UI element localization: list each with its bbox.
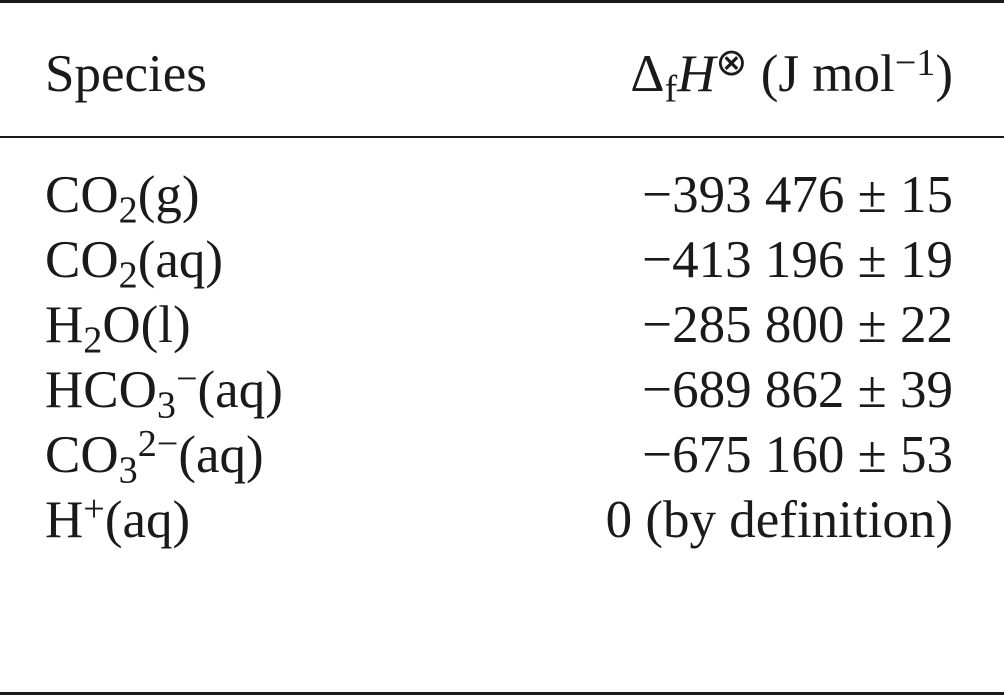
formula-charge: + bbox=[83, 487, 105, 530]
table-row: CO2(aq) −413 196 ± 19 bbox=[45, 228, 953, 295]
table-header: Species ΔfH⊗ (J mol−1) bbox=[45, 41, 953, 109]
enthalpy-value: −285 800 ± 22 bbox=[642, 296, 953, 354]
unit-exponent: −1 bbox=[894, 41, 936, 84]
enthalpy-value: 0 (by definition) bbox=[605, 491, 953, 549]
enthalpy-value: −675 160 ± 53 bbox=[642, 426, 953, 484]
formula-charge: 2− bbox=[137, 422, 179, 465]
species-cell: CO2(aq) bbox=[45, 228, 224, 295]
formula-base: CO bbox=[45, 426, 119, 484]
formula-base: HCO bbox=[45, 361, 157, 419]
formula-base: CO bbox=[45, 166, 119, 224]
species-cell: H2O(l) bbox=[45, 293, 191, 360]
unit-text: (J mol bbox=[760, 45, 895, 103]
species-cell: HCO3−(aq) bbox=[45, 357, 283, 425]
enthalpy-symbol: H bbox=[677, 45, 716, 103]
enthalpy-value: −413 196 ± 19 bbox=[642, 231, 953, 289]
bottom-rule bbox=[0, 692, 1004, 695]
formula-subscript: 3 bbox=[156, 384, 176, 427]
enthalpy-value: −393 476 ± 15 bbox=[642, 166, 953, 224]
table-row: CO32−(aq) −675 160 ± 53 bbox=[45, 422, 953, 490]
header-species: Species bbox=[45, 45, 207, 103]
unit-close: ) bbox=[935, 45, 953, 103]
formula-subscript: 2 bbox=[118, 189, 138, 232]
formula-phase: (aq) bbox=[197, 361, 283, 419]
formula-phase: O(l) bbox=[102, 296, 191, 354]
header-rule bbox=[0, 136, 1004, 138]
species-cell: CO2(g) bbox=[45, 163, 200, 230]
formula-base: H bbox=[45, 491, 84, 549]
table-row: H2O(l) −285 800 ± 22 bbox=[45, 293, 953, 360]
header-enthalpy: ΔfH⊗ (J mol−1) bbox=[630, 41, 953, 109]
formula-subscript: 2 bbox=[118, 254, 138, 297]
formula-subscript: 3 bbox=[118, 449, 138, 492]
formula-base: H bbox=[45, 296, 84, 354]
species-cell: H+(aq) bbox=[45, 488, 190, 553]
formula-phase: (g) bbox=[137, 166, 200, 224]
formula-phase: (aq) bbox=[178, 426, 264, 484]
delta-symbol: Δ bbox=[630, 45, 665, 103]
standard-state-symbol: ⊗ bbox=[715, 41, 748, 84]
formula-charge: − bbox=[175, 357, 198, 400]
delta-subscript: f bbox=[664, 68, 678, 111]
formula-subscript: 2 bbox=[83, 319, 103, 362]
table-row: H+(aq) 0 (by definition) bbox=[45, 488, 953, 553]
formula-phase: (aq) bbox=[104, 491, 191, 549]
formula-phase: (aq) bbox=[137, 231, 224, 289]
table-row: HCO3−(aq) −689 862 ± 39 bbox=[45, 357, 953, 425]
formula-base: CO bbox=[45, 231, 119, 289]
table-row: CO2(g) −393 476 ± 15 bbox=[45, 163, 953, 230]
species-cell: CO32−(aq) bbox=[45, 422, 264, 490]
top-rule bbox=[0, 0, 1004, 3]
enthalpy-value: −689 862 ± 39 bbox=[642, 361, 953, 419]
